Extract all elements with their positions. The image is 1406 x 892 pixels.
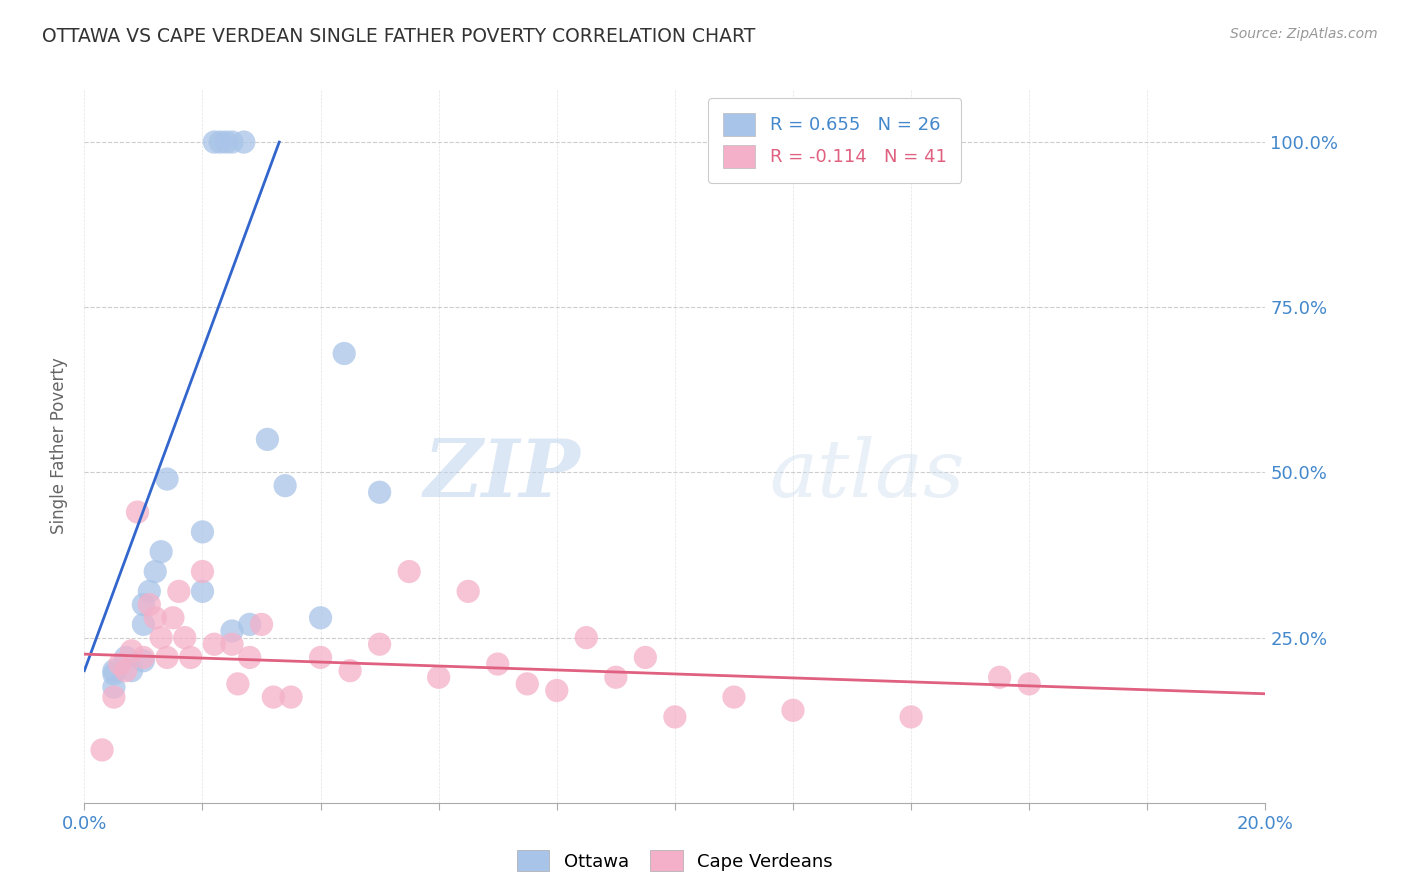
Point <box>121 664 143 678</box>
Text: atlas: atlas <box>769 436 965 513</box>
Point <box>226 677 249 691</box>
Point <box>143 565 166 579</box>
Point <box>634 650 657 665</box>
Point <box>988 670 1011 684</box>
Point <box>339 664 361 678</box>
Point <box>114 664 136 678</box>
Point <box>127 505 149 519</box>
Point <box>398 565 420 579</box>
Point <box>309 611 332 625</box>
Point <box>173 631 195 645</box>
Point <box>368 485 391 500</box>
Point <box>256 433 278 447</box>
Point <box>191 524 214 539</box>
Point <box>239 617 262 632</box>
Point <box>546 683 568 698</box>
Point <box>162 611 184 625</box>
Point <box>368 637 391 651</box>
Point <box>91 743 114 757</box>
Point <box>239 650 262 665</box>
Point <box>103 667 125 681</box>
Point <box>202 135 225 149</box>
Point <box>221 637 243 651</box>
Point <box>333 346 356 360</box>
Point <box>782 703 804 717</box>
Point <box>215 135 238 149</box>
Point <box>191 584 214 599</box>
Point <box>138 584 160 599</box>
Point <box>723 690 745 704</box>
Point <box>103 664 125 678</box>
Point <box>664 710 686 724</box>
Point <box>191 565 214 579</box>
Point <box>250 617 273 632</box>
Legend: R = 0.655   N = 26, R = -0.114   N = 41: R = 0.655 N = 26, R = -0.114 N = 41 <box>709 98 962 183</box>
Point <box>457 584 479 599</box>
Point <box>150 545 173 559</box>
Point <box>132 598 155 612</box>
Legend: Ottawa, Cape Verdeans: Ottawa, Cape Verdeans <box>509 843 841 879</box>
Point <box>121 644 143 658</box>
Point <box>202 637 225 651</box>
Point <box>900 710 922 724</box>
Point <box>1018 677 1040 691</box>
Point <box>575 631 598 645</box>
Point <box>132 650 155 665</box>
Text: OTTAWA VS CAPE VERDEAN SINGLE FATHER POVERTY CORRELATION CHART: OTTAWA VS CAPE VERDEAN SINGLE FATHER POV… <box>42 27 755 45</box>
Point <box>232 135 254 149</box>
Point <box>427 670 450 684</box>
Y-axis label: Single Father Poverty: Single Father Poverty <box>51 358 69 534</box>
Point <box>132 654 155 668</box>
Point <box>138 598 160 612</box>
Point <box>156 472 179 486</box>
Point <box>274 478 297 492</box>
Point <box>280 690 302 704</box>
Point <box>108 657 131 671</box>
Point <box>103 690 125 704</box>
Text: ZIP: ZIP <box>423 436 581 513</box>
Point <box>262 690 284 704</box>
Point <box>221 624 243 638</box>
Point <box>132 617 155 632</box>
Point <box>156 650 179 665</box>
Point <box>221 135 243 149</box>
Point <box>167 584 190 599</box>
Point <box>143 611 166 625</box>
Point <box>103 680 125 694</box>
Point <box>486 657 509 671</box>
Point <box>209 135 232 149</box>
Text: Source: ZipAtlas.com: Source: ZipAtlas.com <box>1230 27 1378 41</box>
Point <box>516 677 538 691</box>
Point <box>150 631 173 645</box>
Point <box>114 650 136 665</box>
Point <box>180 650 202 665</box>
Point <box>605 670 627 684</box>
Point <box>309 650 332 665</box>
